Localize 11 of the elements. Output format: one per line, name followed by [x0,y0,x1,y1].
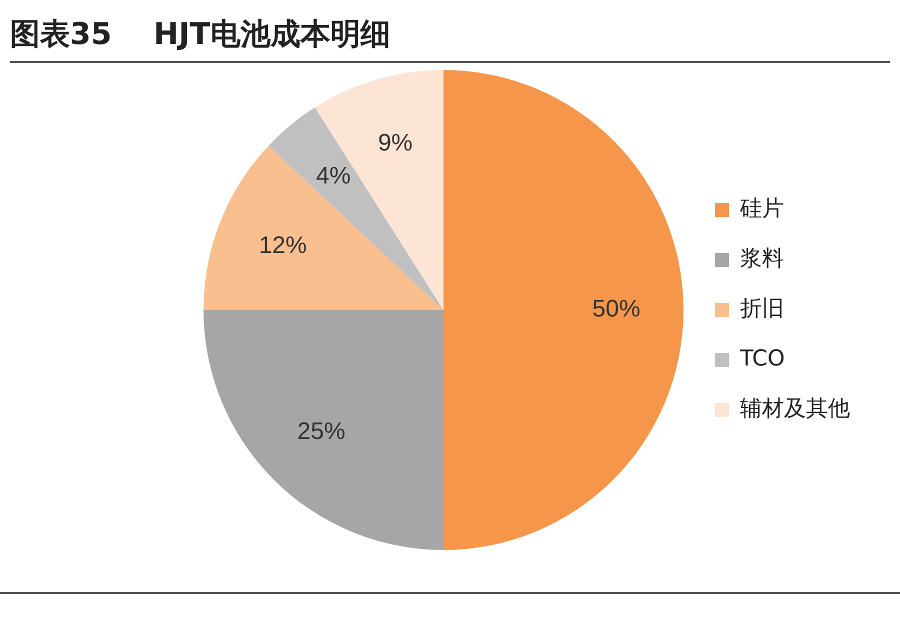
data-label: 50% [592,296,640,323]
legend-label: 辅材及其他 [740,396,850,422]
data-label: 9% [378,130,413,157]
chart-title: 图表35 HJT电池成本明细 [10,14,890,63]
legend-label: 折旧 [740,296,784,322]
legend-label: 硅片 [739,196,784,222]
legend-label: TCO [739,346,785,372]
data-label: 12% [258,232,307,260]
legend-label: 浆料 [740,246,784,272]
data-label: 4% [316,162,351,190]
data-label: 25% [297,418,346,445]
